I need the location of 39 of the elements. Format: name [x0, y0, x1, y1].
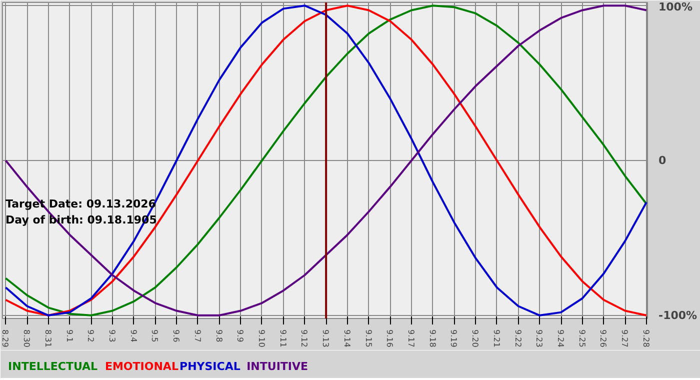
x-tick-label: 9.17	[406, 330, 416, 348]
y-tick-label: 0	[658, 154, 666, 167]
x-tick-label: 9.14	[342, 330, 352, 348]
x-tick-label: 9.22	[513, 330, 522, 348]
x-tick-label: 9.27	[620, 330, 630, 348]
text: EMOTIONAL	[104, 360, 178, 373]
x-tick-label: 9.13	[321, 330, 330, 348]
line-series	[4, 4, 648, 316]
x-tick-label: 9.7	[192, 330, 202, 342]
x-tick-label: 9.28	[641, 330, 650, 348]
x-tick-label: 8.30	[22, 330, 32, 348]
text: INTUITIVE	[246, 360, 308, 373]
x-tick-label: 9.4	[128, 330, 138, 342]
x-tick-label: 9.19	[449, 330, 458, 348]
x-tick-label: 9.20	[470, 330, 480, 348]
x-tick-label: 9.2	[86, 330, 96, 342]
x-tick-label: 9.8	[214, 330, 224, 342]
x-tick-label: 9.15	[364, 330, 373, 348]
x-tick-label: 9.9	[236, 330, 245, 342]
x-tick-label: 8.29	[0, 330, 10, 348]
x-tick-label: 9.16	[385, 330, 394, 348]
x-tick-label: 9.25	[577, 330, 586, 348]
y-tick-label: 100%	[658, 0, 692, 14]
x-tick-label: 8.31	[43, 330, 52, 348]
x-tick-label: 9.26	[598, 330, 608, 348]
x-tick-label: 9.5	[150, 330, 160, 342]
x-tick-label: 9.23	[534, 330, 544, 348]
x-tick-label: 9.24	[556, 330, 565, 348]
x-tick-label: 9.11	[278, 330, 288, 348]
x-tick-label: 9.18	[428, 330, 437, 348]
text: PHYSICAL	[180, 360, 240, 373]
x-tick-label: 9.1	[64, 330, 74, 342]
x-tick-label: 9.12	[300, 330, 309, 348]
x-tick-label: 9.3	[107, 330, 116, 342]
x-tick-label: 9.21	[492, 330, 501, 348]
y-tick-label: -100%	[658, 308, 698, 322]
text: INTELLECTUAL	[8, 360, 98, 373]
x-tick-label: 9.10	[256, 330, 266, 348]
x-tick-label: 9.6	[172, 330, 181, 342]
